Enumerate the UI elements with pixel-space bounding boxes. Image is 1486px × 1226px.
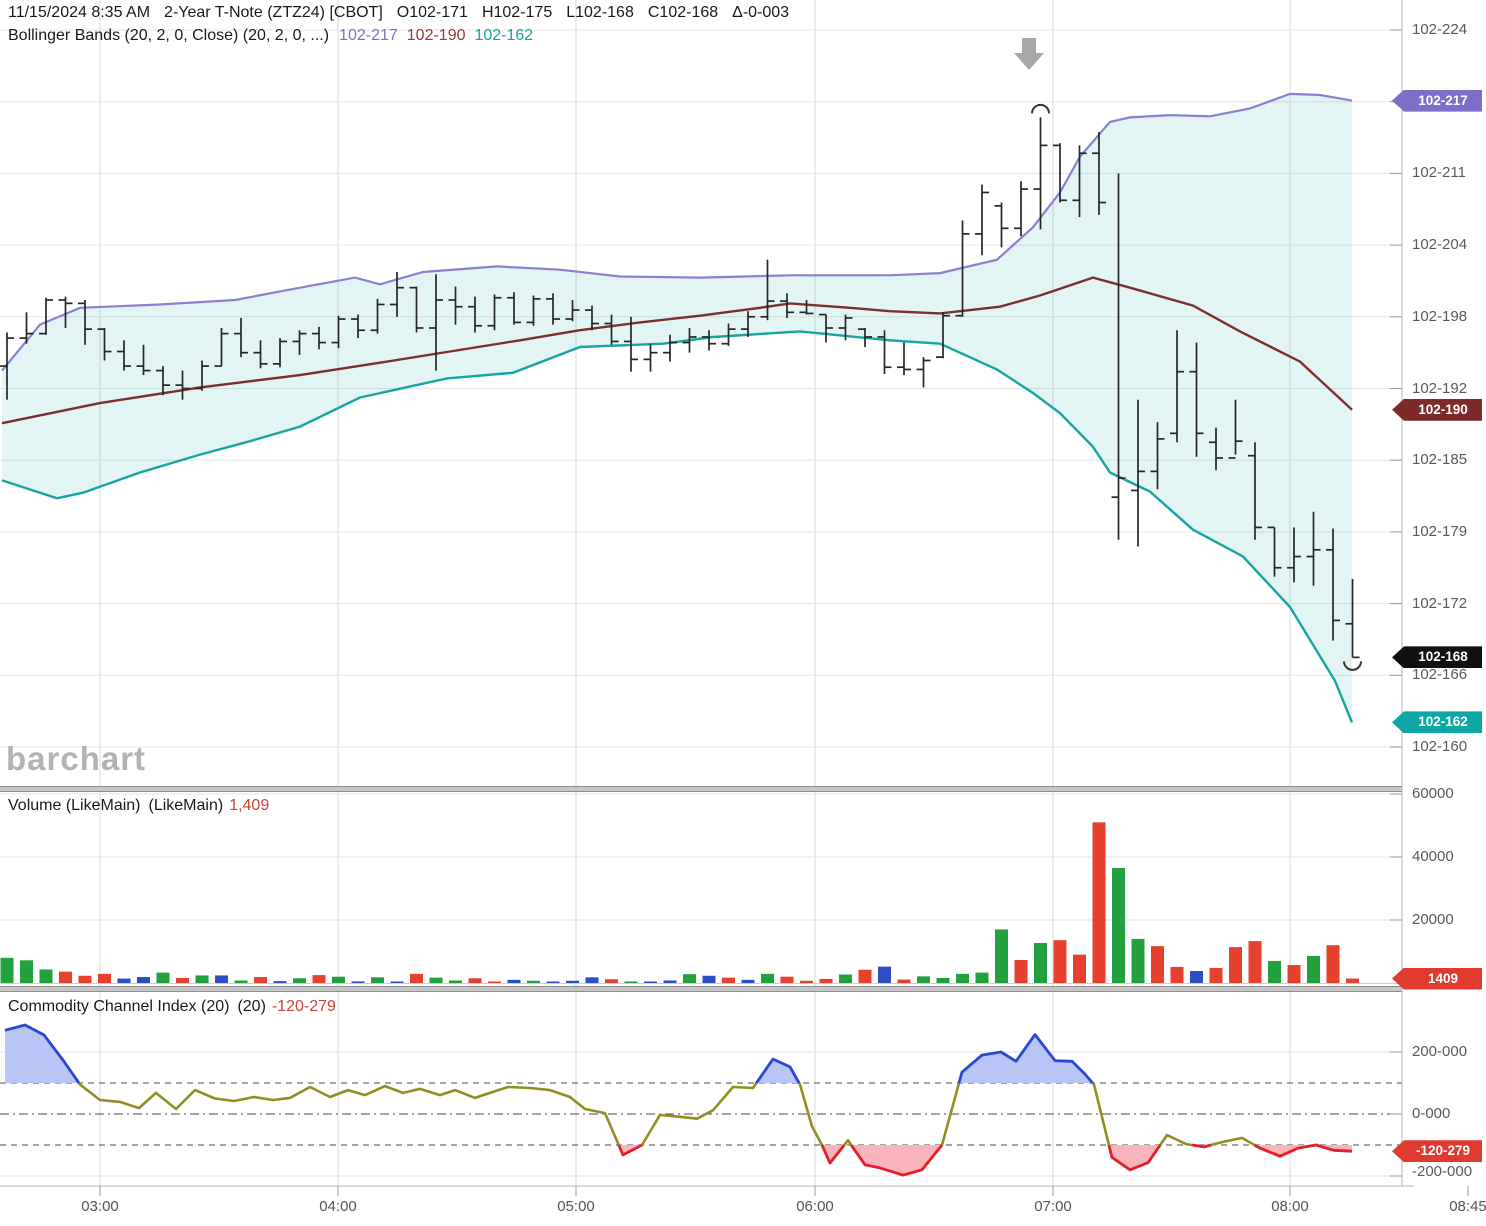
price-tick-label: 102-211 — [1412, 164, 1466, 182]
ohlc-bars — [0, 117, 1360, 659]
study-values: 102-217 102-190 102-162 — [339, 27, 542, 44]
title-ohlc: O102-171 H102-175 L102-168 C102-168 Δ-0-003 — [397, 4, 803, 21]
volume-tick-label: 40000 — [1412, 848, 1454, 865]
volume-tick-label: 60000 — [1412, 785, 1454, 802]
chart-title: 11/15/2024 8:35 AM 2-Year T-Note (ZTZ24) … — [8, 4, 817, 22]
time-tick-label: 05:00 — [557, 1198, 595, 1215]
price-badge: 102-168 — [1392, 646, 1482, 669]
price-tick-label: 102-166 — [1412, 666, 1468, 684]
session-high-marker — [1031, 103, 1050, 114]
title-ohlc-part: C102-168 — [647, 4, 719, 21]
price-tick-label: 102-224 — [1412, 21, 1468, 38]
cci-tick-label: -200-000 — [1412, 1163, 1473, 1180]
volume-badge: 1409 — [1392, 967, 1482, 990]
cci-tick-label: 200-000 — [1412, 1043, 1468, 1060]
price-badge: 102-162 — [1392, 711, 1482, 734]
chart-header: 11/15/2024 8:35 AM 2-Year T-Note (ZTZ24) … — [8, 4, 817, 45]
title-ohlc-part: Δ-0-003 — [732, 4, 790, 21]
panel-divider-cci[interactable] — [0, 986, 1402, 992]
study-value: 102-190 — [406, 27, 466, 44]
time-tick-label: 08:45 — [1449, 1198, 1486, 1215]
cci-study-label: Commodity Channel Index (20) (20) -120-279 — [8, 998, 336, 1015]
title-ohlc-part: L102-168 — [566, 4, 634, 21]
price-tick-label: 102-185 — [1412, 451, 1468, 469]
time-tick-label: 04:00 — [319, 1198, 357, 1215]
price-tick-label: 102-179 — [1412, 522, 1468, 540]
time-tick-label: 06:00 — [796, 1198, 834, 1215]
time-tick-label: 07:00 — [1034, 1198, 1072, 1215]
study-value: 102-217 — [339, 27, 398, 44]
time-tick-label: 08:00 — [1271, 1198, 1309, 1215]
volume-tick-label: 20000 — [1412, 911, 1454, 928]
price-badge: 102-217 — [1392, 89, 1482, 112]
price-tick-label: 102-198 — [1412, 307, 1468, 325]
price-tick-label: 102-160 — [1412, 738, 1468, 755]
cci-current-value: -120-279 — [271, 998, 336, 1015]
study-label: Bollinger Bands (20, 2, 0, Close) (20, 2… — [8, 27, 330, 44]
study-value: 102-162 — [474, 27, 534, 44]
cci-badge: -120-279 — [1392, 1140, 1482, 1163]
panel-divider-volume[interactable] — [0, 786, 1402, 792]
cci-tick-label: 0-000 — [1412, 1105, 1451, 1122]
price-tick-label: 102-192 — [1412, 379, 1468, 397]
title-ohlc-part: O102-171 — [396, 4, 468, 21]
down-arrow-annotation — [1014, 38, 1044, 70]
volume-bars — [0, 822, 1359, 983]
price-tick-label: 102-172 — [1412, 594, 1468, 612]
barchart-logo: barchart — [6, 740, 147, 777]
session-low-marker — [1343, 661, 1362, 671]
title-symbol: 2-Year T-Note (ZTZ24) [CBOT] — [164, 4, 383, 21]
title-datetime: 11/15/2024 8:35 AM — [8, 4, 151, 21]
price-tick-label: 102-204 — [1412, 236, 1468, 254]
title-ohlc-part: H102-175 — [481, 4, 553, 21]
price-badge: 102-190 — [1392, 398, 1482, 421]
study-title: Bollinger Bands (20, 2, 0, Close) (20, 2… — [8, 27, 817, 45]
volume-study-label: Volume (LikeMain) (LikeMain) 1,409 — [8, 797, 270, 814]
time-tick-label: 03:00 — [81, 1198, 119, 1215]
volume-current-value: 1,409 — [229, 797, 270, 814]
